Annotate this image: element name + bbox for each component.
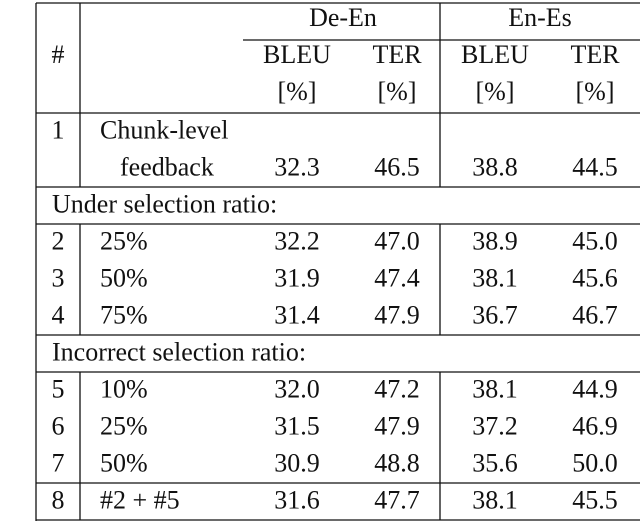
metric-header: BLEU — [263, 40, 331, 69]
method: 50% — [100, 263, 148, 292]
method: 75% — [100, 300, 148, 329]
score: 44.9 — [572, 374, 618, 403]
unit-header: [%] — [378, 77, 417, 106]
pair-header: De-En — [309, 3, 377, 32]
score: 47.0 — [374, 226, 420, 255]
unit-header: [%] — [576, 77, 615, 106]
score: 47.2 — [374, 374, 420, 403]
method: 25% — [100, 411, 148, 440]
method: #2 + #5 — [100, 485, 180, 514]
metric-header: BLEU — [461, 40, 529, 69]
score: 38.1 — [472, 263, 518, 292]
score: 48.8 — [374, 448, 420, 477]
row-number: 2 — [52, 226, 65, 255]
method: 50% — [100, 448, 148, 477]
score: 32.3 — [274, 152, 320, 181]
score: 47.7 — [374, 485, 420, 514]
method: Chunk-level — [100, 115, 229, 144]
score: 31.5 — [274, 411, 320, 440]
score: 47.9 — [374, 300, 420, 329]
score: 31.9 — [274, 263, 320, 292]
score: 35.6 — [472, 448, 518, 477]
score: 38.1 — [472, 374, 518, 403]
score: 31.6 — [274, 485, 320, 514]
row-number: 7 — [52, 448, 65, 477]
row-number: 1 — [52, 115, 65, 144]
score: 47.9 — [374, 411, 420, 440]
score: 47.4 — [374, 263, 420, 292]
score: 38.1 — [472, 485, 518, 514]
score: 50.0 — [572, 448, 618, 477]
row-number: 6 — [52, 411, 65, 440]
number-header: # — [52, 40, 65, 69]
score: 37.2 — [472, 411, 518, 440]
metric-header: TER — [372, 40, 422, 69]
method: 10% — [100, 374, 148, 403]
score: 38.9 — [472, 226, 518, 255]
metric-header: TER — [570, 40, 620, 69]
row-number: 3 — [52, 263, 65, 292]
row-number: 5 — [52, 374, 65, 403]
score: 31.4 — [274, 300, 320, 329]
method: 25% — [100, 226, 148, 255]
score: 44.5 — [572, 152, 618, 181]
score: 45.0 — [572, 226, 618, 255]
row-number: 8 — [52, 485, 65, 514]
pair-header: En-Es — [508, 3, 572, 32]
row-number: 4 — [52, 300, 65, 329]
unit-header: [%] — [476, 77, 515, 106]
section-label: Under selection ratio: — [52, 189, 277, 218]
score: 45.5 — [572, 485, 618, 514]
method: feedback — [120, 152, 214, 181]
score: 38.8 — [472, 152, 518, 181]
score: 32.0 — [274, 374, 320, 403]
unit-header: [%] — [278, 77, 317, 106]
score: 36.7 — [472, 300, 518, 329]
score: 46.7 — [572, 300, 618, 329]
score: 45.6 — [572, 263, 618, 292]
score: 30.9 — [274, 448, 320, 477]
section-label: Incorrect selection ratio: — [52, 337, 306, 366]
score: 46.9 — [572, 411, 618, 440]
score: 32.2 — [274, 226, 320, 255]
score: 46.5 — [374, 152, 420, 181]
